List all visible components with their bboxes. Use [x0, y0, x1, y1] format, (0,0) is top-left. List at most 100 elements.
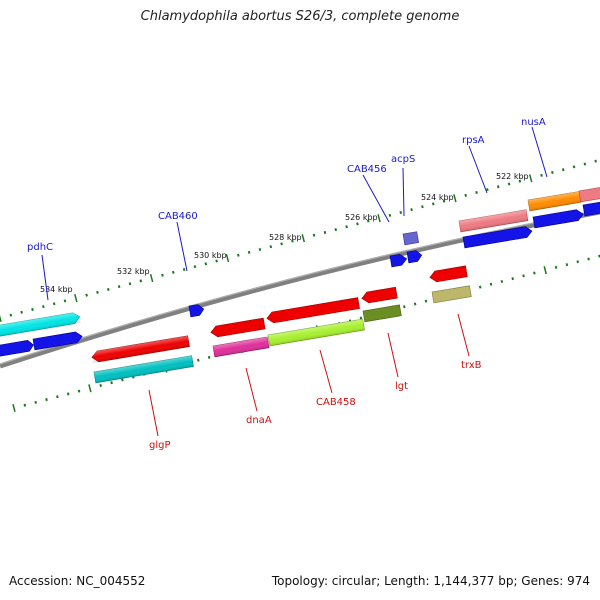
- gene-label-pdhC[interactable]: pdhC: [27, 242, 53, 253]
- upper-minor-tick: [63, 299, 67, 303]
- bottom-gene-labels: glgP dnaA CAB458 lgt trxB: [148, 313, 482, 451]
- gene-label-rpsA[interactable]: rpsA: [462, 135, 485, 146]
- gene-arrow-red-glgP[interactable]: [91, 335, 190, 363]
- leader-lgt: [387, 332, 399, 378]
- lower-minor-tick: [587, 257, 590, 261]
- gene-arrow-red-CAB458[interactable]: [266, 297, 360, 324]
- upper-minor-tick: [117, 285, 121, 289]
- gene-arrow-blue-left-2[interactable]: [32, 331, 83, 351]
- gene-label-CAB460[interactable]: CAB460: [158, 211, 198, 222]
- upper-minor-tick: [280, 242, 283, 246]
- upper-major-tick: [0, 315, 2, 323]
- leader-nusA: [531, 126, 548, 178]
- upper-minor-tick: [31, 307, 34, 311]
- upper-minor-tick: [269, 245, 273, 249]
- lower-major-tick: [88, 384, 92, 393]
- leader-acpS: [402, 167, 405, 217]
- upper-minor-tick: [236, 253, 240, 257]
- upper-scale-ticks: [0, 159, 597, 323]
- lower-minor-tick: [554, 265, 558, 269]
- gene-arrow-CAB456[interactable]: [389, 253, 408, 268]
- upper-major-tick: [453, 194, 457, 203]
- gene-arrow-red-trxB[interactable]: [429, 265, 468, 283]
- gene-label-glgP[interactable]: glgP: [149, 440, 171, 451]
- upper-minor-tick: [496, 185, 500, 189]
- lower-minor-tick: [402, 305, 406, 309]
- gene-arrow-blue-rpsA-lower[interactable]: [462, 226, 533, 249]
- upper-minor-tick: [85, 293, 88, 297]
- upper-major-tick: [528, 174, 533, 183]
- scale-label-532: 532 kbp: [117, 267, 150, 276]
- leader-pdhC: [41, 254, 49, 301]
- upper-minor-tick: [507, 182, 511, 186]
- upper-minor-tick: [442, 199, 446, 203]
- top-gene-labels: pdhC CAB460 CAB456 acpS rpsA nusA: [27, 117, 548, 301]
- upper-minor-tick: [204, 262, 208, 266]
- gene-arrow-lgt[interactable]: [362, 304, 402, 323]
- gene-arrow-pdhC[interactable]: [0, 311, 81, 338]
- upper-minor-tick: [20, 310, 23, 314]
- upper-minor-tick: [518, 179, 522, 183]
- gene-arrow-blue-nusA-lower[interactable]: [532, 209, 584, 229]
- gene-label-acpS[interactable]: acpS: [391, 154, 415, 165]
- lower-minor-tick: [522, 274, 525, 278]
- upper-minor-tick: [96, 290, 99, 294]
- gene-arrow-acpS[interactable]: [402, 231, 419, 246]
- gene-arrow-red-lgt[interactable]: [361, 286, 398, 304]
- gene-label-lgt[interactable]: lgt: [395, 381, 408, 392]
- lower-minor-tick: [424, 299, 428, 303]
- upper-minor-tick: [193, 265, 197, 269]
- lower-minor-tick: [413, 302, 417, 306]
- gene-label-trxB[interactable]: trxB: [461, 360, 482, 371]
- gene-arrow-CAB458[interactable]: [267, 318, 365, 347]
- lower-minor-tick: [45, 398, 48, 402]
- upper-minor-tick: [431, 202, 435, 206]
- lower-minor-tick: [500, 279, 504, 283]
- gene-label-nusA[interactable]: nusA: [521, 117, 546, 128]
- upper-minor-tick: [421, 205, 424, 209]
- leader-dnaA: [245, 367, 258, 412]
- upper-minor-tick: [107, 287, 110, 291]
- upper-minor-tick: [410, 208, 413, 212]
- scale-label-522: 522 kbp: [496, 172, 529, 181]
- upper-minor-tick: [366, 219, 370, 223]
- lower-minor-tick: [489, 282, 493, 286]
- upper-minor-tick: [345, 225, 348, 229]
- gene-arrow-trxB[interactable]: [431, 285, 472, 304]
- leader-glgP: [148, 389, 159, 437]
- scale-label-524: 524 kbp: [421, 193, 454, 202]
- upper-minor-tick: [247, 250, 251, 254]
- gene-arrow-red-dnaA[interactable]: [210, 317, 266, 338]
- gene-arrow-blue-left-1[interactable]: [0, 340, 34, 358]
- upper-minor-tick: [182, 268, 186, 272]
- upper-major-tick: [74, 293, 78, 303]
- upper-minor-tick: [388, 213, 392, 217]
- gene-arrow-glgP[interactable]: [93, 355, 194, 384]
- upper-minor-tick: [572, 165, 576, 169]
- reverse-strand-genes: [91, 265, 472, 384]
- forward-strand-genes: [0, 185, 600, 358]
- leader-CAB456: [362, 174, 390, 223]
- upper-minor-tick: [52, 302, 56, 306]
- gene-arrow-blue-right-edge[interactable]: [582, 200, 600, 217]
- upper-minor-tick: [594, 159, 597, 163]
- upper-minor-tick: [323, 230, 327, 234]
- gene-label-dnaA[interactable]: dnaA: [246, 415, 272, 426]
- upper-minor-tick: [551, 171, 554, 175]
- genome-backbone-highlight: [0, 209, 600, 365]
- gene-arrow-small-blue[interactable]: [406, 250, 423, 264]
- gene-arrow-rpsA[interactable]: [458, 209, 529, 233]
- gene-arrow-pink-right[interactable]: [578, 185, 600, 203]
- gene-arrow-CAB460[interactable]: [188, 304, 205, 318]
- scale-label-534: 534 kbp: [40, 285, 73, 294]
- upper-major-tick: [225, 254, 230, 263]
- upper-minor-tick: [356, 222, 359, 226]
- gene-arrow-dnaA[interactable]: [212, 336, 270, 358]
- gene-label-CAB456[interactable]: CAB456: [347, 164, 387, 175]
- gene-arrow-nusA[interactable]: [527, 191, 582, 212]
- lower-minor-tick: [34, 400, 37, 404]
- upper-minor-tick: [561, 168, 565, 172]
- gene-label-CAB458[interactable]: CAB458: [316, 397, 356, 408]
- lower-minor-tick: [511, 277, 514, 281]
